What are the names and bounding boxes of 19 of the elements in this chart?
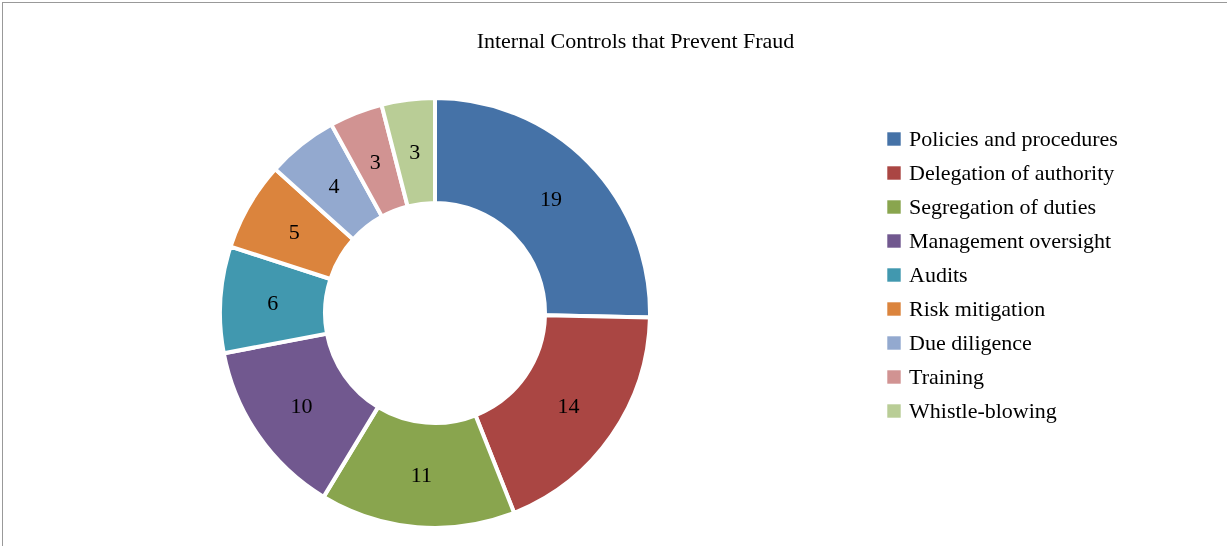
data-label: 14 (557, 392, 580, 418)
legend-label: Risk mitigation (909, 296, 1046, 321)
chart-title: Internal Controls that Prevent Fraud (476, 28, 795, 53)
legend-label: Delegation of authority (909, 160, 1115, 185)
legend-label: Policies and procedures (909, 126, 1118, 151)
legend-label: Training (909, 364, 984, 389)
legend-label: Whistle-blowing (909, 398, 1057, 423)
data-label: 19 (540, 186, 563, 212)
data-label: 6 (267, 289, 279, 315)
legend-label: Management oversight (909, 228, 1112, 253)
data-label: 10 (290, 392, 313, 418)
legend-label: Due diligence (909, 330, 1032, 355)
data-label: 3 (409, 138, 421, 164)
legend-label: Audits (909, 262, 968, 287)
data-label: 4 (328, 172, 340, 198)
data-label: 3 (369, 148, 381, 174)
legend-label: Segregation of duties (909, 194, 1096, 219)
data-label: 5 (288, 218, 300, 244)
data-label: 11 (410, 461, 432, 487)
